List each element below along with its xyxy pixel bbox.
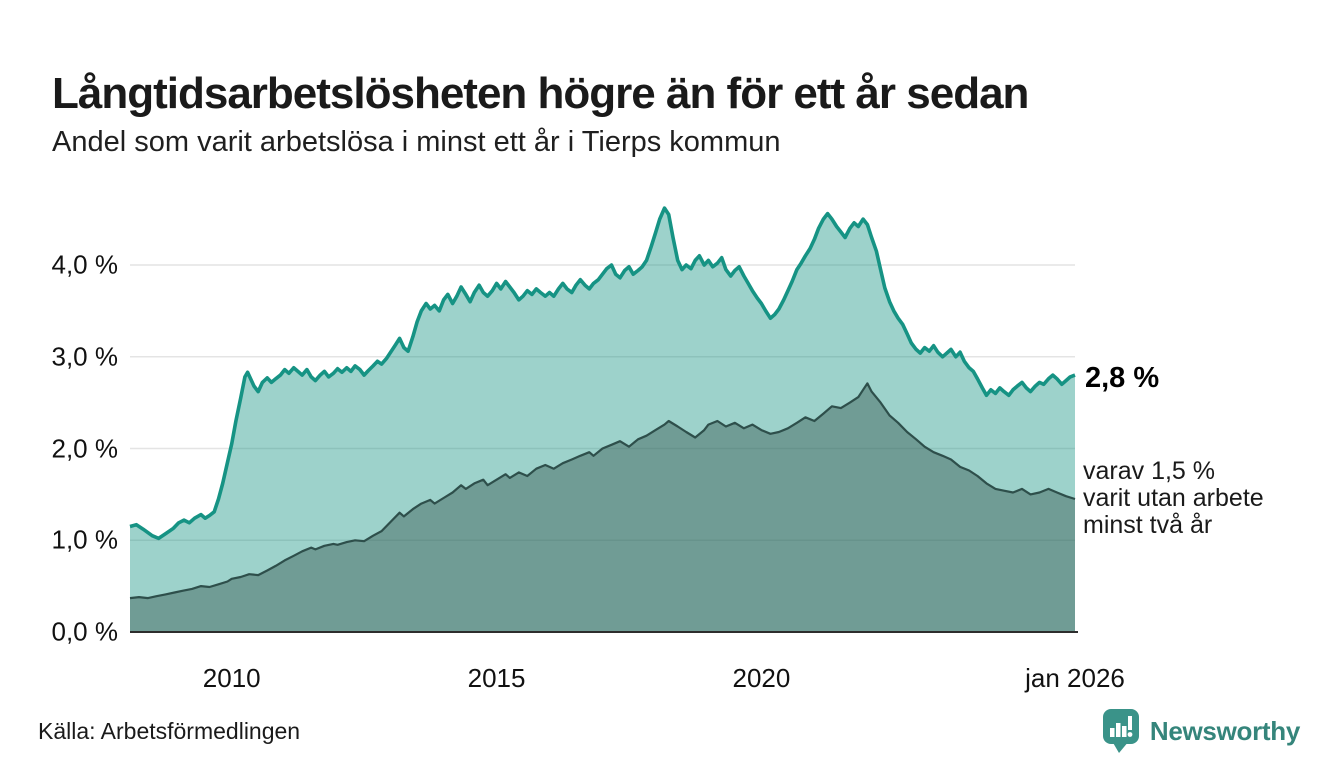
newsworthy-logo: Newsworthy bbox=[1102, 708, 1300, 754]
x-axis-tick-label: 2015 bbox=[467, 663, 526, 693]
y-axis-tick-label: 2,0 % bbox=[51, 433, 119, 463]
series-area-unemployed-1yr bbox=[130, 208, 1075, 632]
x-axis-tick-label: 2010 bbox=[202, 663, 261, 693]
end-label-secondary: varav 1,5 % varit utan arbete minst två år bbox=[1083, 458, 1264, 538]
end-label-secondary-line: varav 1,5 % bbox=[1083, 457, 1216, 485]
series-line-unemployed-2yr bbox=[129, 382, 1076, 600]
end-label-primary: 2,8 % bbox=[1085, 362, 1160, 394]
source-text: Källa: Arbetsförmedlingen bbox=[38, 718, 301, 744]
y-axis-tick-label: 0,0 % bbox=[51, 616, 119, 647]
end-label-secondary-line: varit utan arbete bbox=[1083, 483, 1264, 512]
newsworthy-logo-icon bbox=[1102, 709, 1139, 753]
x-axis-tick-label: jan 2026 bbox=[1025, 663, 1125, 693]
y-axis-tick-label: 3,0 % bbox=[51, 341, 119, 372]
y-axis-tick-label: 4,0 % bbox=[51, 249, 119, 280]
end-label-secondary-line: minst två år bbox=[1083, 510, 1213, 539]
series-area-unemployed-2yr bbox=[130, 383, 1075, 632]
gridlines bbox=[130, 264, 1075, 542]
newsworthy-logo-text: Newsworthy bbox=[1149, 715, 1300, 746]
page-title: Långtidsarbetslösheten högre än för ett … bbox=[52, 69, 1029, 119]
page-subtitle: Andel som varit arbetslösa i minst ett å… bbox=[52, 126, 781, 158]
x-axis-tick-label: 2020 bbox=[732, 663, 791, 693]
y-axis-tick-label: 1,0 % bbox=[51, 524, 119, 555]
series-line-unemployed-1yr bbox=[129, 206, 1076, 541]
